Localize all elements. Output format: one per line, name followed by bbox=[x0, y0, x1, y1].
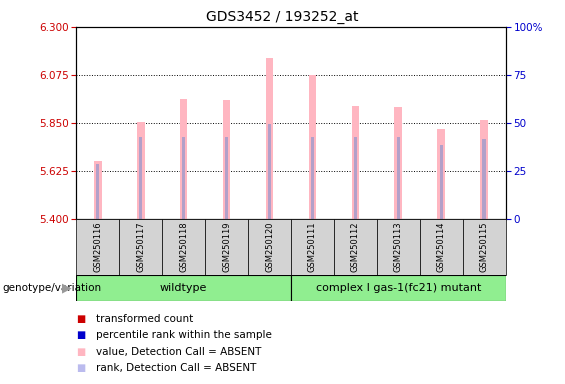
Text: GSM250119: GSM250119 bbox=[222, 222, 231, 272]
Text: GSM250114: GSM250114 bbox=[437, 222, 446, 272]
Bar bbox=[268, 124, 271, 219]
Bar bbox=[137, 122, 145, 219]
Bar bbox=[119, 219, 162, 275]
Bar bbox=[225, 137, 228, 219]
Bar bbox=[94, 161, 102, 219]
Bar bbox=[76, 275, 291, 301]
Text: GSM250117: GSM250117 bbox=[136, 222, 145, 272]
Text: genotype/variation: genotype/variation bbox=[3, 283, 102, 293]
Bar bbox=[223, 101, 231, 219]
Bar bbox=[377, 219, 420, 275]
Text: ▶: ▶ bbox=[62, 281, 72, 295]
Bar bbox=[162, 219, 205, 275]
Text: GSM250111: GSM250111 bbox=[308, 222, 317, 272]
Text: GDS3452 / 193252_at: GDS3452 / 193252_at bbox=[206, 10, 359, 23]
Bar bbox=[311, 137, 314, 219]
Text: ■: ■ bbox=[76, 330, 85, 340]
Text: ■: ■ bbox=[76, 314, 85, 324]
Text: rank, Detection Call = ABSENT: rank, Detection Call = ABSENT bbox=[96, 363, 257, 373]
Text: GSM250118: GSM250118 bbox=[179, 222, 188, 272]
Text: GSM250120: GSM250120 bbox=[265, 222, 274, 272]
Text: complex I gas-1(fc21) mutant: complex I gas-1(fc21) mutant bbox=[316, 283, 481, 293]
Bar bbox=[440, 145, 443, 219]
Bar bbox=[354, 137, 357, 219]
Bar bbox=[480, 120, 488, 219]
Text: transformed count: transformed count bbox=[96, 314, 193, 324]
Text: GSM250116: GSM250116 bbox=[93, 222, 102, 272]
Text: GSM250115: GSM250115 bbox=[480, 222, 489, 272]
Bar bbox=[397, 137, 400, 219]
Text: GSM250113: GSM250113 bbox=[394, 222, 403, 272]
Bar bbox=[291, 275, 506, 301]
Text: GSM250112: GSM250112 bbox=[351, 222, 360, 272]
Bar bbox=[182, 137, 185, 219]
Bar bbox=[308, 75, 316, 219]
Text: ■: ■ bbox=[76, 347, 85, 357]
Text: wildtype: wildtype bbox=[160, 283, 207, 293]
Bar bbox=[76, 219, 119, 275]
Bar bbox=[139, 137, 142, 219]
Bar bbox=[420, 219, 463, 275]
Bar bbox=[437, 129, 445, 219]
Text: value, Detection Call = ABSENT: value, Detection Call = ABSENT bbox=[96, 347, 262, 357]
Text: ■: ■ bbox=[76, 363, 85, 373]
Bar bbox=[394, 107, 402, 219]
Bar bbox=[483, 139, 486, 219]
Bar bbox=[334, 219, 377, 275]
Bar bbox=[266, 58, 273, 219]
Bar bbox=[463, 219, 506, 275]
Bar bbox=[248, 219, 291, 275]
Text: percentile rank within the sample: percentile rank within the sample bbox=[96, 330, 272, 340]
Bar bbox=[291, 219, 334, 275]
Bar bbox=[96, 164, 99, 219]
Bar bbox=[351, 106, 359, 219]
Bar bbox=[205, 219, 248, 275]
Bar bbox=[180, 99, 188, 219]
